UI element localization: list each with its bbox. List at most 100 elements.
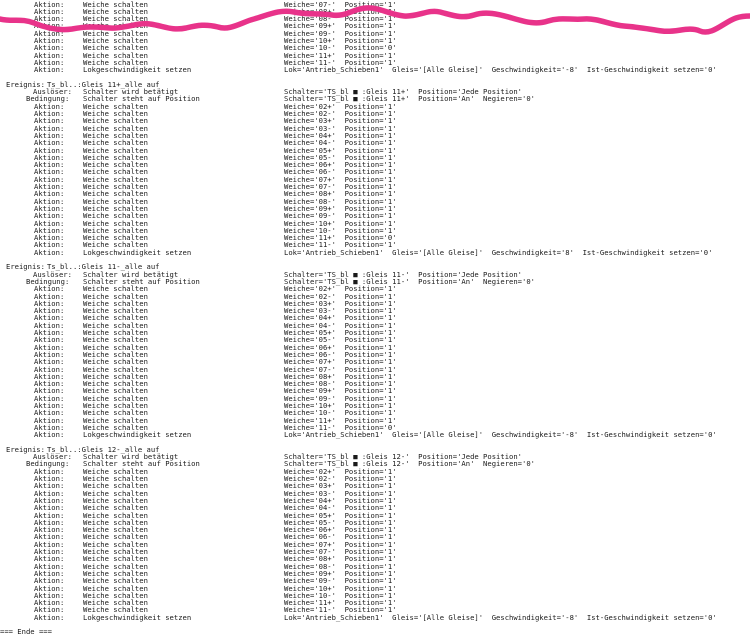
action-param: Weiche='02-' Position='1'	[284, 474, 397, 483]
action-label: Aktion:	[34, 590, 65, 600]
action-type: Weiche schalten	[83, 386, 148, 396]
action-param: Weiche='06+' Position='1'	[284, 342, 397, 352]
event-name: Ts_bl..:Gleis 12-_alle auf	[47, 444, 160, 454]
action-label: Aktion:	[34, 189, 65, 199]
action-type: Weiche schalten	[83, 598, 148, 608]
action-label: Aktion:	[34, 554, 65, 564]
action-type: Weiche schalten	[83, 57, 148, 67]
action-type: Lokgeschwindigkeit setzen	[83, 430, 192, 440]
action-type: Weiche schalten	[83, 561, 148, 571]
action-type: Weiche schalten	[83, 196, 148, 206]
action-type: Weiche schalten	[83, 466, 148, 476]
action-type: Weiche schalten	[83, 116, 148, 126]
action-label: Aktion:	[34, 240, 65, 250]
action-type: Weiche schalten	[83, 525, 148, 535]
action-label: Aktion:	[34, 211, 65, 221]
trigger-param: Schalter='TS_bl ■ :Gleis 12-' Position='…	[284, 452, 522, 462]
action-label: Aktion:	[34, 196, 65, 206]
action-label: Aktion:	[34, 430, 65, 440]
action-type: Weiche schalten	[83, 306, 148, 316]
action-label: Aktion:	[34, 364, 65, 374]
action-param: Weiche='09-' Position='1'	[284, 211, 397, 221]
action-param: Weiche='04-' Position='1'	[284, 320, 397, 330]
action-type: Weiche schalten	[83, 495, 148, 505]
action-param: Weiche='09+' Position='1'	[284, 568, 397, 578]
action-label: Aktion:	[34, 379, 65, 389]
condition-param: Schalter='TS_bl ■ :Gleis 11+' Position='…	[284, 94, 535, 104]
action-label: Aktion:	[34, 576, 65, 586]
condition-text: Schalter steht auf Position	[83, 276, 200, 286]
action-param: Lok='Antrieb_Schieben1' Gleis='[Alle Gle…	[284, 430, 717, 440]
action-param: Weiche='10+' Position='1'	[284, 583, 397, 593]
action-type: Weiche schalten	[83, 218, 148, 228]
action-type: Weiche schalten	[83, 167, 148, 177]
action-label: Aktion:	[34, 547, 65, 556]
action-param: Lok='Antrieb_Schieben1' Gleis='[Alle Gle…	[284, 612, 717, 622]
action-label: Aktion:	[34, 349, 65, 359]
action-param: Weiche='08-' Position='1'	[284, 196, 397, 206]
action-param: Weiche='04+' Position='1'	[284, 313, 397, 323]
action-param: Weiche='09+' Position='1'	[284, 203, 397, 213]
action-label: Aktion:	[34, 109, 65, 118]
action-param: Weiche='07+' Position='1'	[284, 539, 397, 549]
action-label: Aktion:	[34, 503, 65, 513]
action-label: Aktion:	[34, 57, 65, 67]
action-type: Lokgeschwindigkeit setzen	[83, 612, 192, 622]
action-param: Weiche='02+' Position='1'	[284, 284, 397, 294]
action-label: Aktion:	[34, 408, 65, 418]
action-type: Weiche schalten	[83, 225, 148, 235]
action-label: Aktion:	[34, 328, 65, 337]
action-type: Weiche schalten	[83, 488, 148, 498]
action-label: Aktion:	[34, 284, 65, 294]
action-type: Weiche schalten	[83, 240, 148, 250]
action-param: Lok='Antrieb_Schieben1' Gleis='[Alle Gle…	[284, 247, 713, 257]
action-label: Aktion:	[34, 152, 65, 162]
action-type: Lokgeschwindigkeit setzen	[83, 247, 192, 257]
action-label: Aktion:	[34, 313, 65, 323]
action-label: Aktion:	[34, 488, 65, 498]
action-type: Weiche schalten	[83, 320, 148, 330]
action-type: Weiche schalten	[83, 130, 148, 140]
action-label: Aktion:	[34, 342, 65, 352]
action-param: Weiche='02-' Position='1'	[284, 291, 397, 301]
action-type: Weiche schalten	[83, 182, 148, 191]
action-label: Aktion:	[34, 495, 65, 505]
action-param: Weiche='09+' Position='1'	[284, 386, 397, 396]
action-type: Weiche schalten	[83, 393, 148, 403]
action-param: Weiche='03+' Position='1'	[284, 116, 397, 126]
action-param: Weiche='05+' Position='1'	[284, 328, 397, 337]
action-type: Weiche schalten	[83, 203, 148, 213]
action-param: Weiche='09-' Position='1'	[284, 393, 397, 403]
action-label: Aktion:	[34, 422, 65, 432]
action-param: Weiche='07+' Position='1'	[284, 357, 397, 367]
action-param: Weiche='05-' Position='1'	[284, 335, 397, 345]
action-param: Weiche='11+' Position='1'	[284, 415, 397, 425]
action-type: Weiche schalten	[83, 284, 148, 294]
action-label: Aktion:	[34, 306, 65, 316]
condition-param: Schalter='TS_bl ■ :Gleis 11-' Position='…	[284, 276, 535, 286]
trigger-label: Auslöser:	[33, 269, 72, 279]
action-type: Weiche schalten	[83, 189, 148, 199]
action-label: Aktion:	[34, 401, 65, 410]
action-param: Weiche='08-' Position='1'	[284, 379, 397, 389]
action-type: Weiche schalten	[83, 379, 148, 389]
action-param: Weiche='11-' Position='1'	[284, 57, 397, 67]
action-label: Aktion:	[34, 583, 65, 593]
condition-param: Schalter='TS_bl ■ :Gleis 12-' Position='…	[284, 459, 535, 469]
action-param: Weiche='11+' Position='1'	[284, 50, 397, 60]
action-type: Weiche schalten	[83, 517, 148, 527]
action-type: Weiche schalten	[83, 364, 148, 374]
action-label: Aktion:	[34, 371, 65, 381]
action-param: Weiche='07-' Position='1'	[284, 0, 397, 9]
trigger-param: Schalter='TS_bl ■ :Gleis 11-' Position='…	[284, 269, 522, 279]
action-label: Aktion:	[34, 605, 65, 615]
action-param: Lok='Antrieb_Schieben1' Gleis='[Alle Gle…	[284, 65, 717, 75]
action-param: Weiche='11+' Position='0'	[284, 233, 397, 243]
action-label: Aktion:	[34, 167, 65, 177]
action-label: Aktion:	[34, 561, 65, 571]
action-label: Aktion:	[34, 0, 65, 9]
action-type: Weiche schalten	[83, 554, 148, 564]
action-label: Aktion:	[34, 525, 65, 535]
action-param: Weiche='04+' Position='1'	[284, 130, 397, 140]
